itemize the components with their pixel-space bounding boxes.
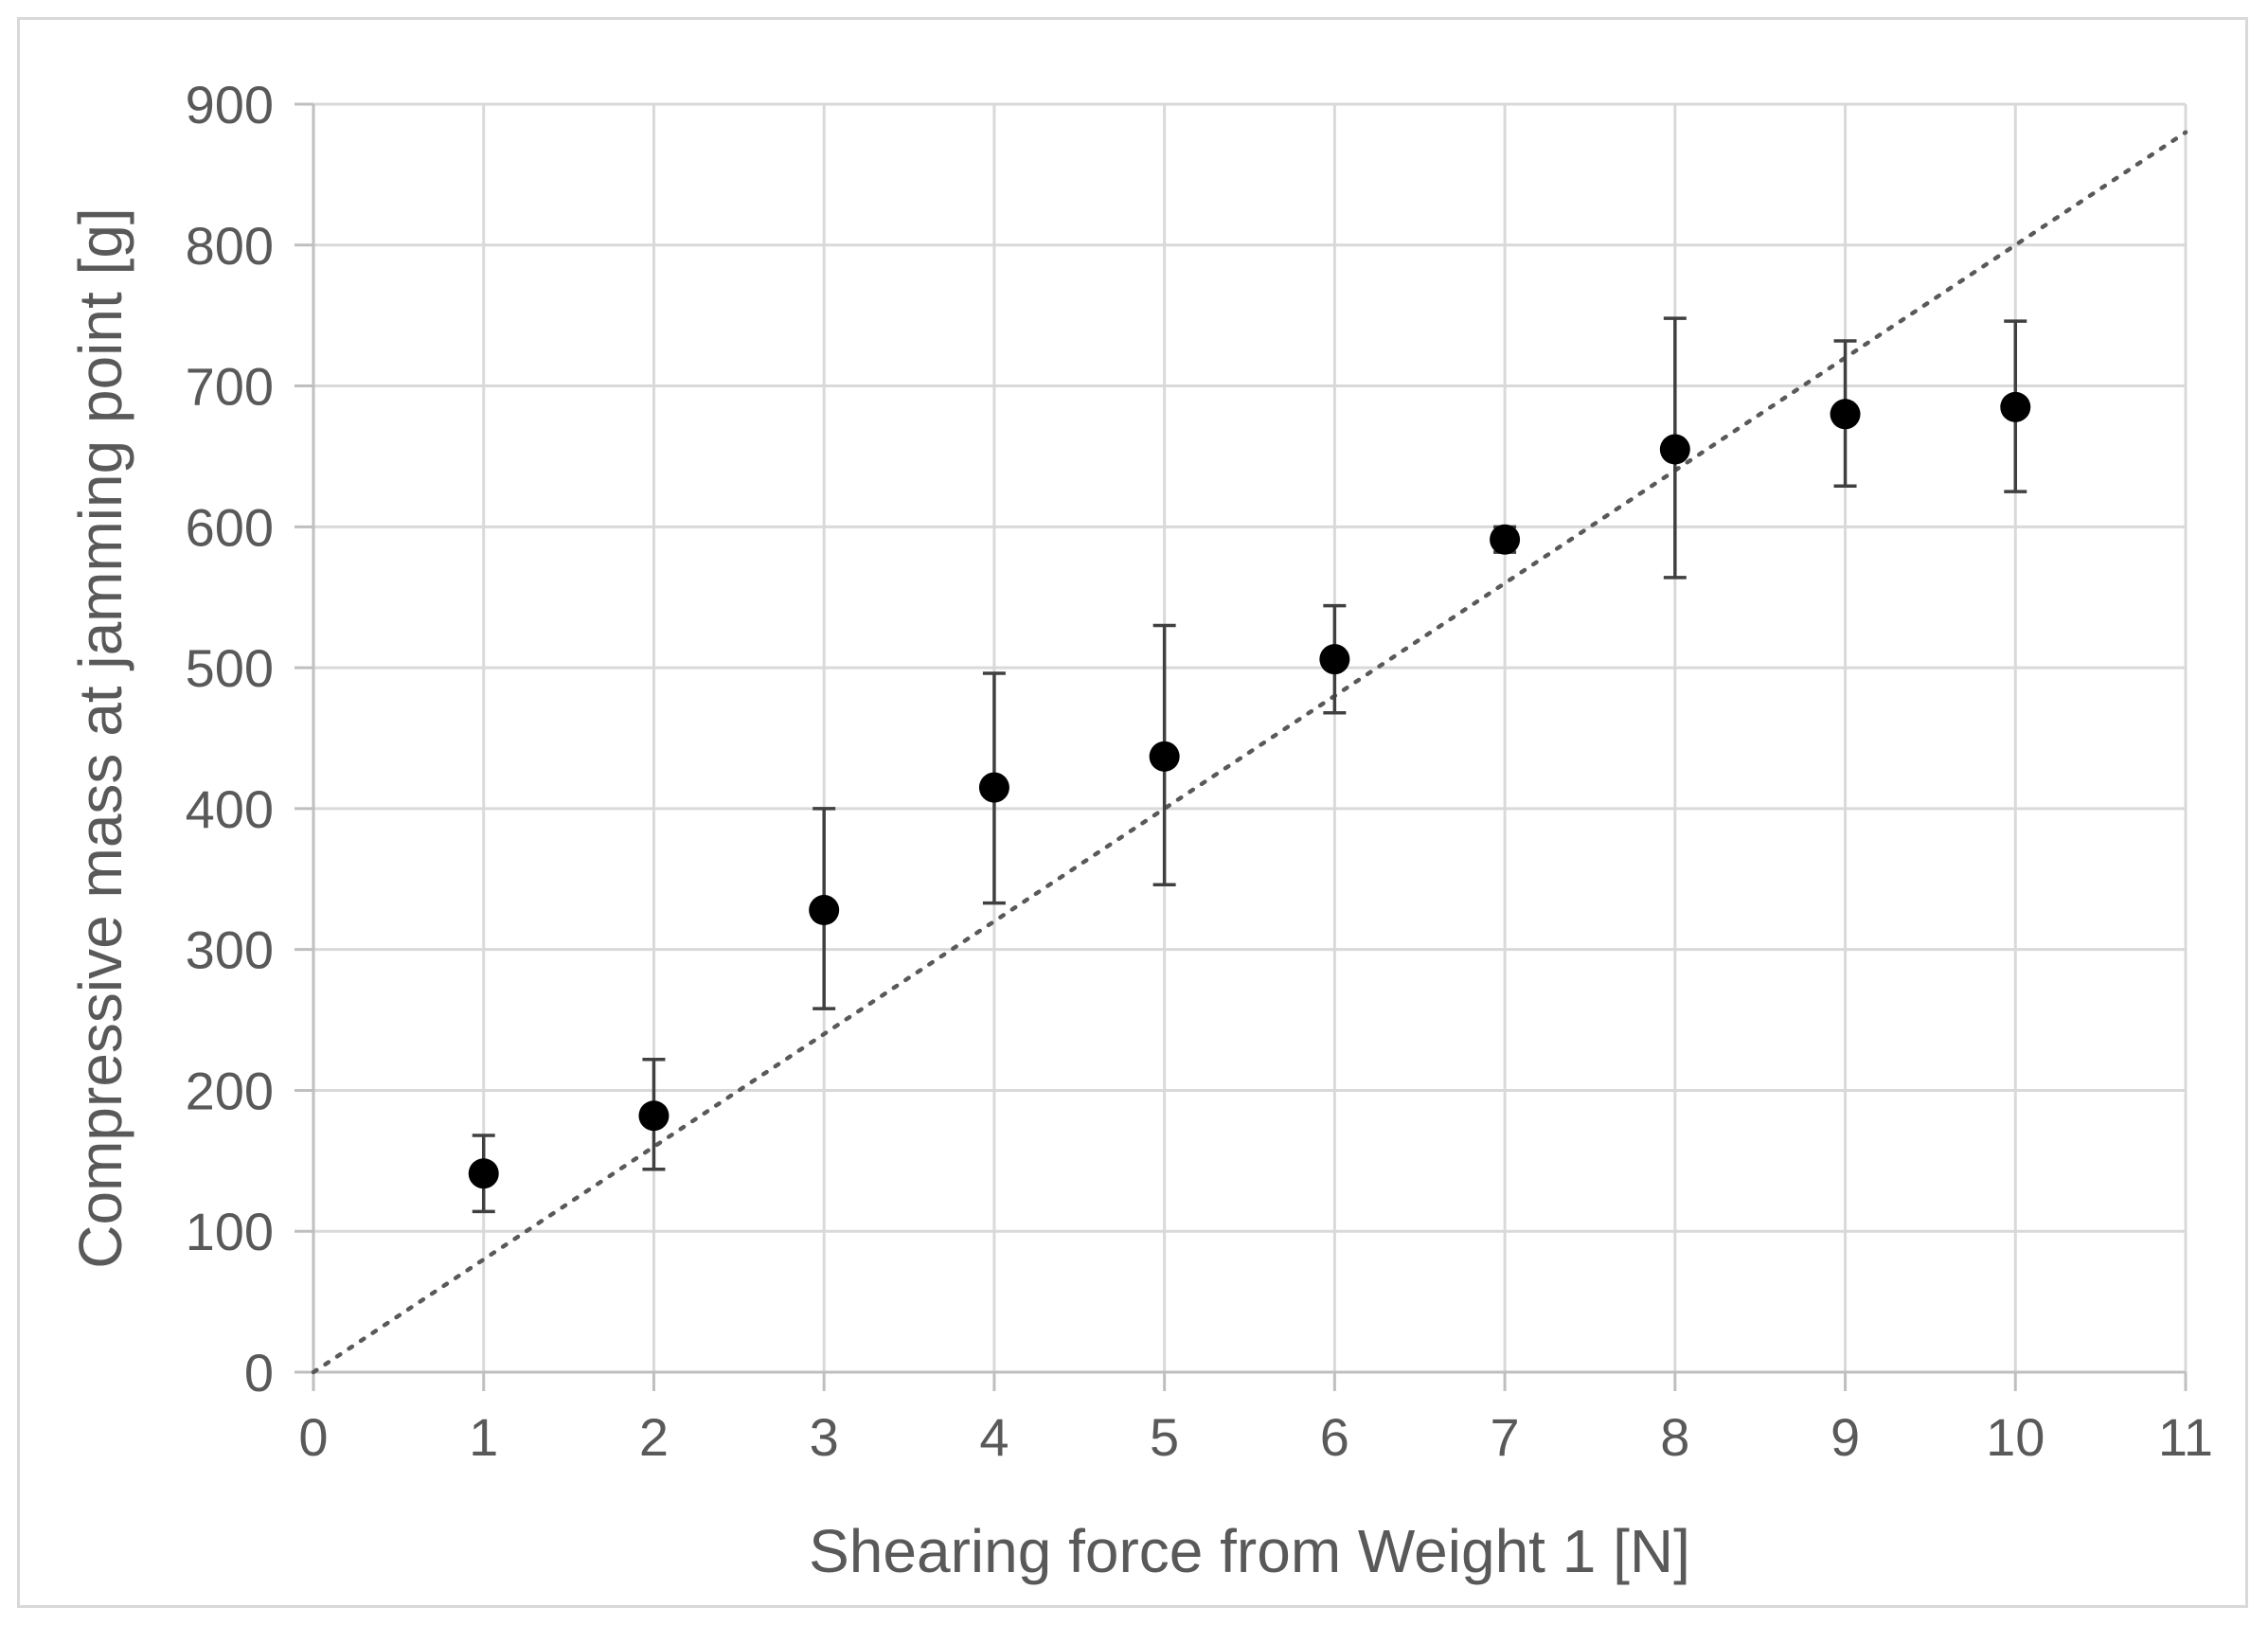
- data-point: [1659, 434, 1690, 465]
- data-point: [1830, 399, 1861, 430]
- axes-layer: [295, 102, 2188, 1391]
- data-point: [638, 1100, 670, 1132]
- x-tick-label: 9: [1830, 1407, 1860, 1467]
- x-tick-label: 10: [1986, 1407, 2045, 1467]
- x-tick-label: 11: [2158, 1407, 2213, 1467]
- y-tick-label: 800: [186, 216, 274, 276]
- data-point: [978, 772, 1009, 803]
- x-axis-title: Shearing force from Weight 1 [N]: [809, 1517, 1690, 1585]
- x-tick-label: 3: [810, 1407, 839, 1467]
- data-point: [1319, 644, 1350, 675]
- chart-frame: [17, 17, 2248, 1608]
- x-tick-label: 0: [298, 1407, 328, 1467]
- x-tick-label: 8: [1660, 1407, 1689, 1467]
- x-tick-label: 7: [1491, 1407, 1520, 1467]
- y-tick-label: 200: [186, 1061, 274, 1120]
- x-tick-label: 1: [469, 1407, 498, 1467]
- data-points-layer: [468, 391, 2031, 1189]
- data-point: [1149, 741, 1180, 772]
- y-tick-label: 300: [186, 920, 274, 980]
- y-tick-label: 700: [186, 357, 274, 417]
- y-tick-label: 600: [186, 497, 274, 557]
- trendline-layer: [311, 130, 2188, 1375]
- error-bars-layer: [472, 316, 2027, 1214]
- y-tick-label: 0: [244, 1343, 274, 1402]
- x-tick-label: 4: [979, 1407, 1009, 1467]
- data-point: [1490, 524, 1521, 555]
- data-point: [2000, 391, 2031, 422]
- y-tick-label: 400: [186, 779, 274, 839]
- y-tick-label: 900: [186, 75, 274, 134]
- y-axis-title: Compressive mass at jamming point [g]: [66, 207, 134, 1268]
- y-tick-label: 100: [186, 1202, 274, 1261]
- grid-layer: [313, 102, 2188, 1372]
- x-tick-label: 5: [1150, 1407, 1179, 1467]
- x-tick-label: 2: [639, 1407, 669, 1467]
- data-point: [468, 1158, 499, 1189]
- data-point: [809, 895, 840, 926]
- x-tick-label: 6: [1320, 1407, 1349, 1467]
- y-tick-label: 500: [186, 638, 274, 698]
- tick-labels-layer: 0 100 200 300 400 500 600 700 800 900 0 1 2 3 4 5 6 7 8 9 10…: [186, 75, 2214, 1467]
- trendline: [311, 130, 2188, 1375]
